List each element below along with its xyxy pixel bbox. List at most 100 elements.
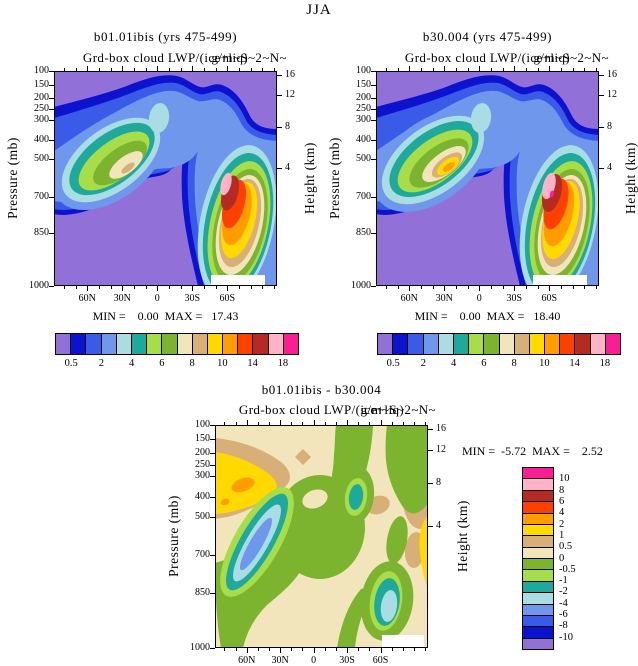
lat-minor-tick	[324, 648, 326, 651]
panel2-subtitle: Grd-box cloud LWP/(ice+liq) g/m~S~2~N~	[364, 50, 611, 66]
lat-minor-tick	[215, 286, 217, 289]
lat-major-tick	[380, 648, 382, 653]
colorbar-label: 10	[559, 473, 570, 485]
lat-minor-tick	[595, 286, 597, 289]
pressure-tick-label: 250	[356, 103, 371, 115]
lat-major-tick	[122, 286, 124, 291]
panel3-subtitle: Grd-box cloud LWP/(ice+liq) g/m~S~2~N~	[205, 402, 438, 418]
diff-sh-upper-core	[348, 484, 364, 510]
panel2-pressure-axis-label: Pressure (mb)	[327, 137, 342, 219]
colorbar-cell-magenta	[604, 334, 620, 354]
height-tick-label: 16	[607, 69, 617, 81]
panel3-variable-string: Grd-box cloud LWP/(ice+liq)	[238, 402, 405, 417]
colorbar-cell-orange	[544, 334, 560, 354]
colorbar-label: -6	[559, 609, 568, 621]
pressure-tick	[210, 453, 215, 455]
lat-minor-tick	[413, 648, 415, 651]
lat-major-tick	[444, 66, 446, 71]
colorbar-cell-redorange	[237, 334, 253, 354]
pressure-tick	[49, 286, 54, 287]
height-tick-label: 4	[607, 162, 612, 174]
lat-minor-tick	[490, 286, 492, 289]
lat-minor-tick	[203, 68, 205, 71]
colorbar-label: 8	[559, 484, 565, 496]
lat-minor-tick	[358, 422, 360, 425]
height-tick-label: 16	[436, 423, 446, 435]
pressure-tick	[371, 120, 376, 122]
height-tick	[428, 429, 433, 431]
lat-tick-label: 60N	[78, 293, 96, 304]
lat-major-tick	[246, 648, 248, 653]
lat-minor-tick	[335, 648, 337, 651]
colorbar-cell-paletan	[498, 334, 514, 354]
pressure-tick-label: 850	[34, 227, 49, 239]
diff-green-top-right	[385, 425, 428, 514]
pressure-tick-label: 200	[34, 92, 49, 104]
pressure-tick-label: 1000	[351, 280, 371, 291]
lat-major-tick	[246, 420, 248, 425]
colorbar-cell-darkblue	[392, 334, 408, 354]
colorbar-cell-pink	[523, 478, 553, 490]
lat-major-tick	[444, 286, 446, 291]
lat-major-tick	[157, 66, 159, 71]
panel2-height-axis-label: Height (km)	[623, 142, 638, 214]
lat-minor-tick	[215, 68, 217, 71]
sh-core-18	[549, 190, 555, 198]
lat-minor-tick	[560, 286, 562, 289]
lat-major-tick	[87, 66, 89, 71]
lat-minor-tick	[168, 68, 170, 71]
colorbar-cell-tan	[191, 334, 207, 354]
colorbar-label: 10	[539, 358, 550, 369]
lat-tick-label: 60N	[238, 655, 256, 666]
lat-major-tick	[280, 648, 282, 653]
lat-minor-tick	[525, 286, 527, 289]
colorbar-cell-purple	[56, 334, 71, 354]
lat-tick-label: 0	[311, 655, 317, 666]
colorbar-cell-yellow	[206, 334, 223, 354]
colorbar-cell-olive	[483, 334, 499, 354]
height-tick	[277, 75, 282, 77]
height-tick	[428, 526, 433, 528]
colorbar-label: 14	[569, 358, 580, 369]
colorbar-label: 2	[559, 518, 565, 530]
lat-major-tick	[347, 420, 349, 425]
pressure-tick	[371, 196, 376, 198]
lat-minor-tick	[250, 286, 252, 289]
pressure-tick	[371, 84, 376, 86]
pressure-tick-label: 500	[34, 153, 49, 165]
colorbar-label: 18	[277, 358, 289, 369]
missing-data-strip	[211, 275, 265, 286]
colorbar-cell-cornflower	[523, 603, 553, 615]
lat-minor-tick	[324, 422, 326, 425]
diff-tan-diamond	[295, 449, 311, 465]
lat-tick-label: 60S	[541, 293, 558, 304]
pressure-tick	[49, 159, 54, 161]
pressure-tick	[371, 140, 376, 141]
lat-tick-label: 30S	[506, 293, 523, 304]
colorbar-cell-teal	[452, 334, 469, 354]
colorbar-label: -4	[559, 597, 568, 609]
lat-minor-tick	[180, 286, 182, 289]
pressure-tick-label: 400	[195, 490, 210, 502]
lat-major-tick	[313, 648, 315, 653]
pressure-tick	[371, 159, 376, 161]
nh-core-7	[109, 151, 143, 179]
colorbar-cell-palecyan	[523, 592, 553, 604]
colorbar-cell-darkblue	[70, 334, 86, 354]
pressure-tick-label: 150	[356, 78, 371, 90]
colorbar-cell-magenta	[282, 334, 298, 354]
height-tick-label: 8	[285, 120, 290, 132]
lat-minor-tick	[291, 648, 293, 651]
diff-yellow-east-sliver	[419, 515, 428, 588]
colorbar-label: 2	[420, 358, 426, 369]
colorbar-cell-darkblue	[523, 626, 553, 638]
colorbar-cell-lightgreen	[468, 334, 484, 354]
lat-minor-tick	[385, 286, 387, 289]
diff-orange-spot-1	[231, 477, 255, 493]
lat-minor-tick	[420, 68, 422, 71]
colorbar-cell-palecyan	[115, 334, 131, 354]
panel3-minmax: MIN = -5.72 MAX = 2.52	[462, 444, 603, 458]
lat-minor-tick	[402, 422, 404, 425]
lat-minor-tick	[273, 286, 275, 289]
pressure-tick	[210, 516, 215, 518]
